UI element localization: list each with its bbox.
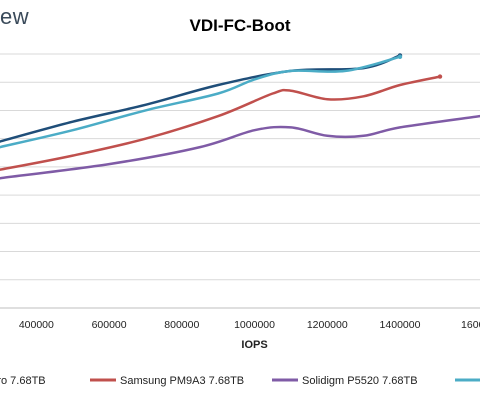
chart-title: VDI-FC-Boot (189, 16, 291, 35)
x-axis-label: IOPS (241, 339, 267, 351)
series-line-2 (0, 75, 442, 171)
x-tick-label: 1400000 (380, 319, 421, 331)
legend-label: Solidigm P5520 7.68TB (302, 375, 418, 387)
legend-label: Samsung PM9A3 7.68TB (120, 375, 244, 387)
series-end-marker-2 (437, 74, 443, 79)
x-tick-label: 1200000 (307, 319, 348, 331)
series-line-4 (0, 55, 402, 149)
series-end-marker-4 (397, 54, 403, 60)
site-logo: ew (0, 4, 30, 29)
x-tick-label: 600000 (92, 319, 127, 331)
x-tick-label: 1600 (461, 319, 480, 331)
series-line-3 (0, 114, 480, 180)
legend-label: Pro 7.68TB (0, 375, 46, 387)
x-tick-label: 400000 (19, 319, 54, 331)
x-tick-label: 1000000 (234, 319, 275, 331)
x-tick-label: 800000 (164, 319, 199, 331)
